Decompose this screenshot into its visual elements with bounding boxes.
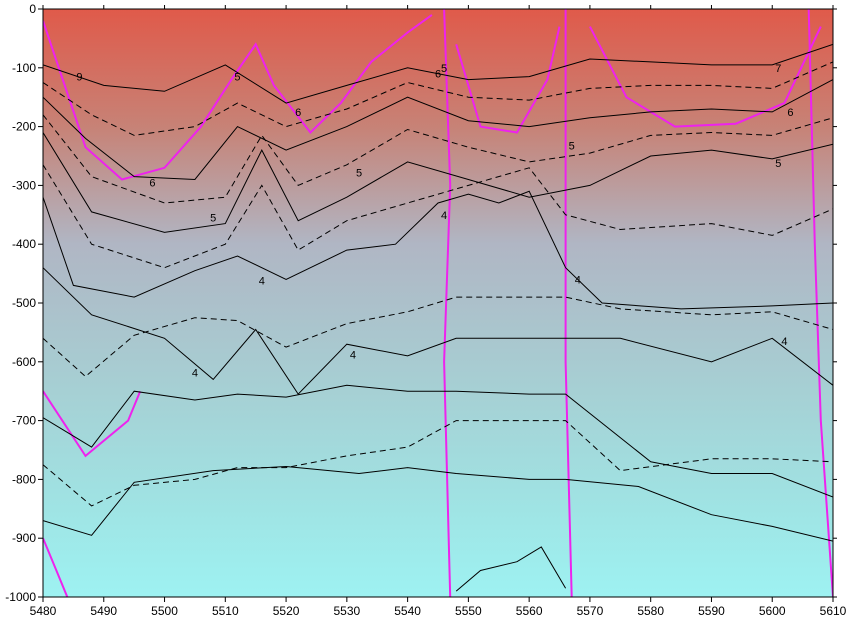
y-tick-label-7: -700 <box>12 414 36 428</box>
dashed-contour-2 <box>43 164 833 269</box>
magenta-contour-6 <box>455 26 561 134</box>
solid-contour-5 <box>43 384 833 498</box>
x-tick-label-5: 5530 <box>333 604 360 618</box>
solid-contour-0 <box>43 43 833 104</box>
y-tick-label-3: -300 <box>12 178 36 192</box>
contour-label-9: 5 <box>356 167 362 179</box>
solid-contour-2 <box>43 132 833 233</box>
contour-label-14: 5 <box>441 63 447 75</box>
y-tick-label-1: -100 <box>12 61 36 75</box>
magenta-contour-4 <box>43 14 433 181</box>
y-axis: 0 -100 -200 -300 -400 -500 -600 -700 -800 -900 -10… <box>5 2 837 604</box>
x-tick-label-8: 5560 <box>516 604 543 618</box>
x-tick-label-4: 5520 <box>273 604 300 618</box>
solid-contour-1 <box>43 79 833 181</box>
contour-label-2: 5 <box>775 158 781 170</box>
contour-label-7: 4 <box>259 276 265 288</box>
magenta-contour-0 <box>443 9 452 597</box>
y-tick-label-9: -900 <box>12 531 36 545</box>
x-tick-label-0: 5480 <box>30 604 57 618</box>
y-tick-label-10: -1000 <box>5 590 36 604</box>
y-tick-label-5: -500 <box>12 296 36 310</box>
y-tick-label-6: -600 <box>12 355 36 369</box>
x-tick-label-11: 5590 <box>698 604 725 618</box>
contour-label-11: 5 <box>234 72 240 84</box>
x-tick-label-9: 5570 <box>577 604 604 618</box>
contour-label-0: 7 <box>775 63 781 75</box>
x-tick-label-10: 5580 <box>637 604 664 618</box>
x-tick-label-6: 5540 <box>394 604 421 618</box>
contour-label-10: 6 <box>295 107 301 119</box>
contour-label-4: 6 <box>149 177 155 189</box>
contour-label-12: 9 <box>76 72 82 84</box>
contour-label-6: 4 <box>350 350 356 362</box>
contour-label-5: 4 <box>192 367 198 379</box>
contour-label-8: 5 <box>210 213 216 225</box>
solid-contour-4 <box>43 267 833 395</box>
x-tick-label-12: 5600 <box>759 604 786 618</box>
x-tick-label-7: 5550 <box>455 604 482 618</box>
contour-lines <box>43 9 833 597</box>
solid-contour-3 <box>43 190 833 310</box>
magenta-contour-3 <box>807 9 833 597</box>
y-tick-label-0: 0 <box>29 2 36 16</box>
dashed-contour-3 <box>43 296 833 378</box>
magenta-contour-7 <box>43 537 69 597</box>
x-axis: 5480 5490 5500 5510 5520 5530 5540 5550 5560 5570… <box>30 5 847 618</box>
magenta-contour-2 <box>43 390 142 458</box>
solid-contour-6 <box>43 465 833 542</box>
dashed-contour-1 <box>43 114 833 204</box>
y-tick-label-2: -200 <box>12 120 36 134</box>
x-tick-label-13: 5610 <box>820 604 847 618</box>
contour-label-17: 4 <box>575 274 581 286</box>
contour-label-13: 6 <box>435 69 441 81</box>
dashed-contour-4 <box>43 420 833 507</box>
dashed-contour-0 <box>43 61 833 136</box>
contour-label-1: 6 <box>787 107 793 119</box>
contour-label-15: 4 <box>441 210 447 222</box>
magenta-contour-5 <box>589 26 822 128</box>
contour-label-3: 4 <box>781 336 787 348</box>
x-tick-label-1: 5490 <box>90 604 117 618</box>
y-tick-label-4: -400 <box>12 237 36 251</box>
x-tick-label-3: 5510 <box>212 604 239 618</box>
solid-contour-7 <box>455 546 567 592</box>
x-tick-label-2: 5500 <box>151 604 178 618</box>
y-tick-label-8: -800 <box>12 472 36 486</box>
contour-label-16: 5 <box>569 140 575 152</box>
